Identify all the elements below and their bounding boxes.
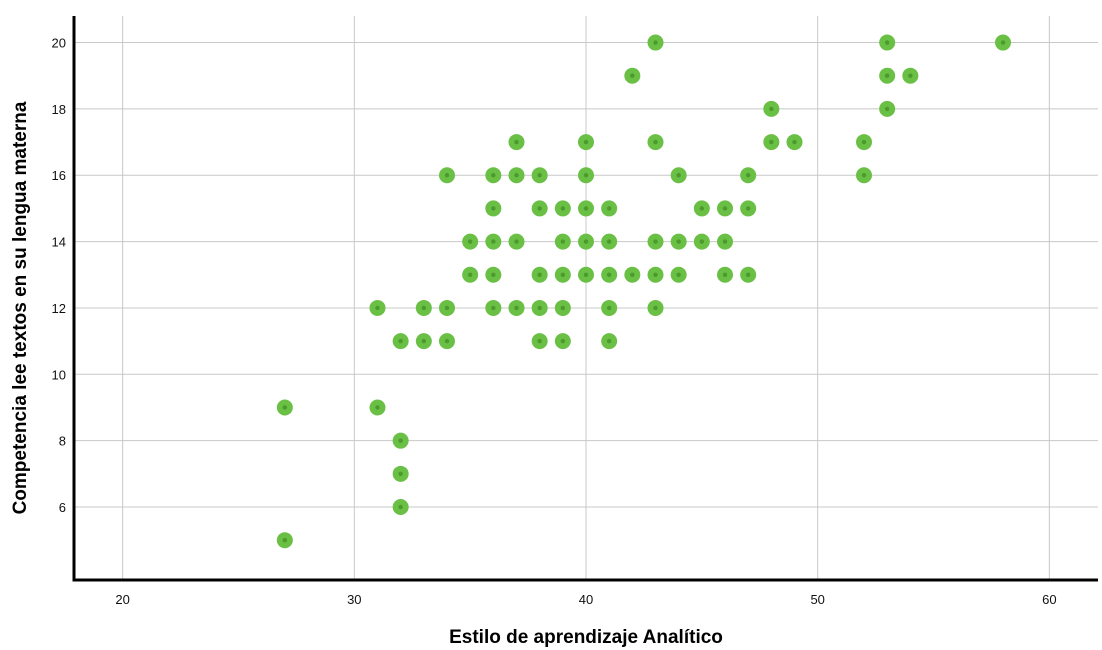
data-point xyxy=(670,233,687,250)
data-point xyxy=(508,299,525,316)
data-point xyxy=(578,134,594,151)
data-point xyxy=(670,266,687,283)
data-point xyxy=(485,200,502,217)
x-tick-label: 20 xyxy=(115,592,129,607)
data-point xyxy=(369,399,386,416)
data-point xyxy=(647,134,664,151)
y-tick-label: 16 xyxy=(52,168,66,183)
x-tick-label: 50 xyxy=(810,592,824,607)
data-point xyxy=(578,200,594,217)
data-point xyxy=(647,266,664,283)
data-point xyxy=(879,100,896,117)
data-point xyxy=(670,167,687,184)
data-point xyxy=(624,67,641,84)
data-point xyxy=(578,266,594,283)
data-point xyxy=(717,266,734,283)
data-point xyxy=(438,299,455,316)
data-point xyxy=(717,233,734,250)
data-point xyxy=(485,266,502,283)
data-point xyxy=(462,233,479,250)
data-point xyxy=(740,200,757,217)
data-point xyxy=(276,399,293,416)
data-point xyxy=(392,432,409,449)
gridlines xyxy=(74,16,1098,580)
x-tick-label: 40 xyxy=(579,592,593,607)
y-tick-label: 20 xyxy=(52,36,66,51)
tick-labels: 20 30 40 50 60 6 8 10 12 14 16 18 20 xyxy=(52,36,1057,607)
y-tick-label: 14 xyxy=(52,235,66,250)
data-point xyxy=(554,333,571,350)
data-point xyxy=(879,34,896,51)
data-point xyxy=(578,167,594,184)
y-tick-label: 8 xyxy=(59,434,66,449)
data-point xyxy=(392,333,409,350)
data-point xyxy=(415,333,432,350)
data-point xyxy=(856,134,873,151)
data-point xyxy=(554,266,571,283)
data-point xyxy=(879,67,896,84)
data-point xyxy=(531,200,548,217)
x-axis-title: Estilo de aprendizaje Analítico xyxy=(449,627,723,648)
data-point xyxy=(485,299,502,316)
data-point xyxy=(786,134,803,151)
data-point xyxy=(508,233,525,250)
data-point xyxy=(392,465,409,482)
data-point xyxy=(508,167,525,184)
data-point xyxy=(438,333,455,350)
data-point xyxy=(647,34,664,51)
data-point xyxy=(601,233,618,250)
data-point xyxy=(531,333,548,350)
data-point xyxy=(369,299,386,316)
data-point xyxy=(485,167,502,184)
data-point xyxy=(578,233,594,250)
data-point xyxy=(995,34,1012,51)
data-point xyxy=(856,167,873,184)
data-point xyxy=(740,167,757,184)
data-point xyxy=(624,266,641,283)
y-tick-label: 10 xyxy=(52,367,66,382)
data-point xyxy=(601,266,618,283)
data-point xyxy=(554,299,571,316)
data-point xyxy=(717,200,734,217)
data-points xyxy=(276,34,1012,549)
x-tick-label: 30 xyxy=(347,592,361,607)
data-point xyxy=(508,134,525,151)
data-point xyxy=(693,233,710,250)
y-axis-title: Competencia lee textos en su lengua mate… xyxy=(10,101,31,514)
data-point xyxy=(531,299,548,316)
y-tick-label: 18 xyxy=(52,102,66,117)
data-point xyxy=(415,299,432,316)
data-point xyxy=(531,266,548,283)
data-point xyxy=(763,100,780,117)
y-tick-label: 6 xyxy=(59,500,66,515)
data-point xyxy=(647,233,664,250)
data-point xyxy=(485,233,502,250)
data-point xyxy=(601,200,618,217)
data-point xyxy=(902,67,919,84)
data-point xyxy=(392,499,409,516)
data-point xyxy=(601,299,618,316)
data-point xyxy=(601,333,618,350)
x-tick-label: 60 xyxy=(1042,592,1056,607)
data-point xyxy=(531,167,548,184)
data-point xyxy=(740,266,757,283)
data-point xyxy=(693,200,710,217)
data-point xyxy=(647,299,664,316)
data-point xyxy=(554,233,571,250)
data-point xyxy=(438,167,455,184)
data-point xyxy=(276,532,293,549)
data-point xyxy=(763,134,780,151)
y-tick-label: 12 xyxy=(52,301,66,316)
data-point xyxy=(554,200,571,217)
axes xyxy=(72,16,1098,582)
data-point xyxy=(462,266,479,283)
